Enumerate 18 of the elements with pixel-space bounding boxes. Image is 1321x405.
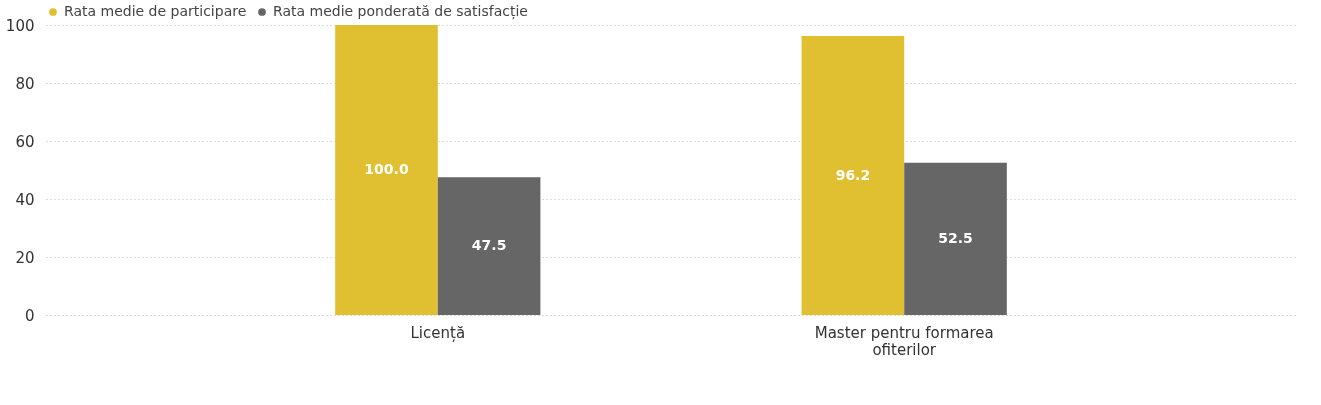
x-tick-label: Master pentru formarea ofiterilor	[814, 323, 994, 359]
y-tick-label: 60	[15, 132, 35, 151]
legend-label: Rata medie ponderată de satisfacție	[273, 3, 528, 20]
y-tick-label: 0	[24, 306, 35, 325]
bar	[904, 162, 1007, 315]
bar	[801, 36, 905, 315]
y-tick-label: 40	[15, 190, 35, 209]
bar	[437, 177, 541, 315]
y-tick-label: 20	[15, 248, 35, 267]
bar	[335, 25, 438, 315]
legend-label: Rata medie de participare	[64, 3, 247, 19]
data-label: 52.5	[938, 229, 973, 246]
y-tick-label: 80	[15, 74, 35, 93]
data-label: 96.2	[835, 166, 871, 183]
data-label: 100.0	[364, 161, 409, 177]
data-label: 47.5	[471, 237, 507, 254]
x-tick-label: Licență	[410, 323, 466, 342]
y-tick-label: 100	[5, 16, 35, 35]
